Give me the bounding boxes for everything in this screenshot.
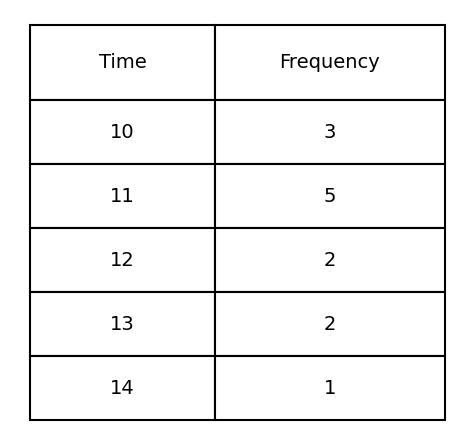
Bar: [30, 356, 215, 420]
Text: 2: 2: [324, 250, 336, 270]
Bar: [30, 292, 215, 356]
Bar: [215, 100, 445, 164]
Text: 1: 1: [324, 379, 336, 397]
Bar: [215, 164, 445, 228]
Bar: [215, 356, 445, 420]
Text: 14: 14: [110, 379, 135, 397]
Bar: [30, 25, 215, 100]
Bar: [215, 292, 445, 356]
Text: 10: 10: [110, 122, 135, 142]
Bar: [215, 25, 445, 100]
Text: 11: 11: [110, 186, 135, 206]
Bar: [30, 164, 215, 228]
Text: 13: 13: [110, 315, 135, 333]
Text: Frequency: Frequency: [280, 53, 380, 72]
Text: 3: 3: [324, 122, 336, 142]
Text: 2: 2: [324, 315, 336, 333]
Bar: [215, 228, 445, 292]
Text: Time: Time: [99, 53, 146, 72]
Bar: [30, 228, 215, 292]
Bar: [30, 100, 215, 164]
Text: 5: 5: [324, 186, 336, 206]
Text: 12: 12: [110, 250, 135, 270]
